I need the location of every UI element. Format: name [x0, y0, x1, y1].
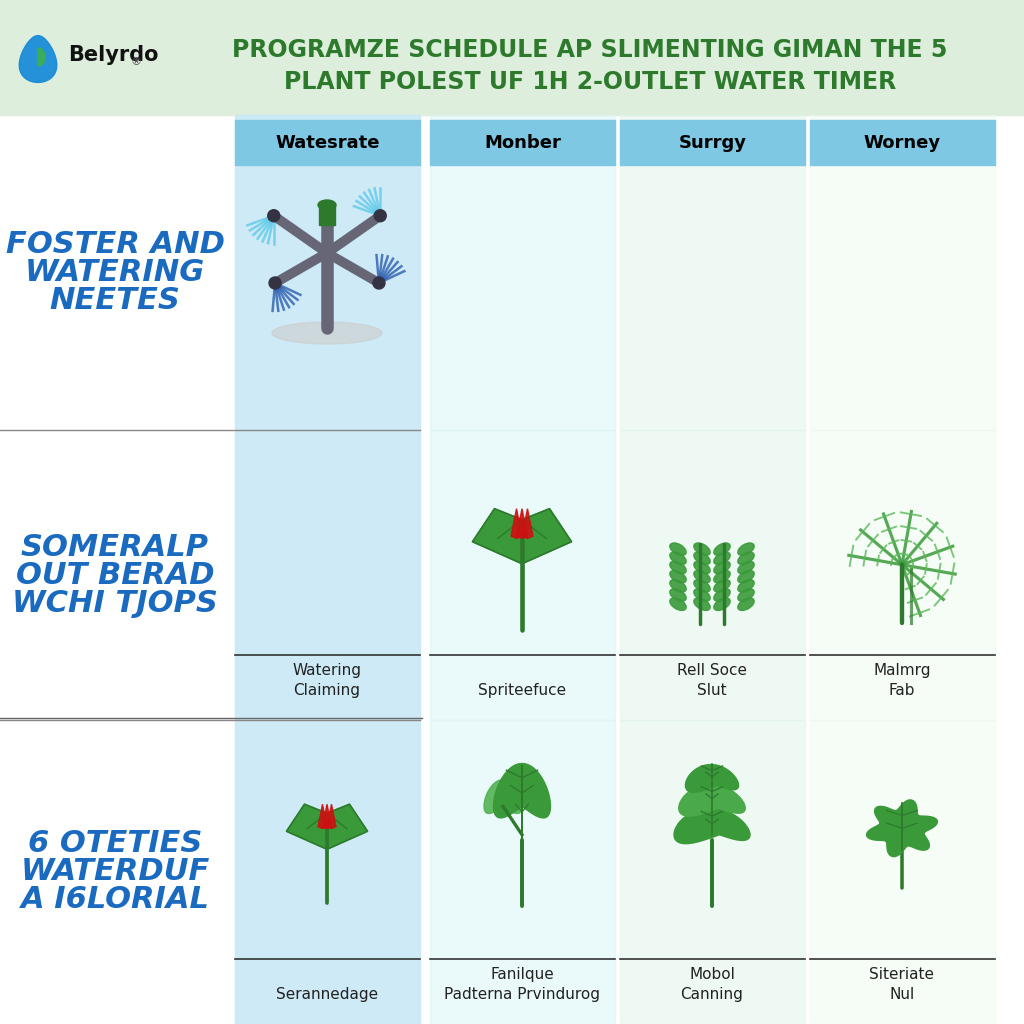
Ellipse shape — [714, 543, 730, 555]
Bar — [620, 720, 805, 1024]
Text: ®: ® — [130, 57, 141, 67]
Ellipse shape — [670, 543, 686, 555]
Ellipse shape — [694, 589, 711, 601]
Bar — [810, 115, 995, 430]
Ellipse shape — [714, 552, 730, 564]
Bar — [234, 115, 420, 430]
Text: OUT BERAD: OUT BERAD — [15, 560, 214, 590]
Polygon shape — [19, 36, 56, 82]
Text: WATERDUF: WATERDUF — [20, 857, 210, 887]
Bar — [319, 205, 335, 225]
Ellipse shape — [738, 570, 755, 583]
Bar — [234, 720, 420, 1024]
Ellipse shape — [738, 589, 755, 601]
Ellipse shape — [738, 543, 755, 555]
Text: FOSTER AND: FOSTER AND — [5, 230, 224, 259]
Polygon shape — [494, 764, 551, 818]
Ellipse shape — [738, 552, 755, 564]
Ellipse shape — [670, 598, 686, 610]
Text: PROGRAMZE SCHEDULE AP SLIMENTING GIMAN THE 5: PROGRAMZE SCHEDULE AP SLIMENTING GIMAN T… — [232, 38, 947, 62]
Ellipse shape — [694, 570, 711, 583]
Polygon shape — [327, 804, 368, 849]
Ellipse shape — [694, 543, 711, 555]
Bar — [430, 120, 615, 165]
Polygon shape — [511, 509, 522, 539]
Ellipse shape — [670, 589, 686, 601]
Ellipse shape — [738, 561, 755, 573]
Text: Worney: Worney — [864, 133, 941, 152]
Text: NEETES: NEETES — [49, 286, 180, 315]
Polygon shape — [866, 800, 937, 857]
Bar — [810, 720, 995, 1024]
Ellipse shape — [374, 210, 386, 222]
Text: PLANT POLEST UF 1H 2-OUTLET WATER TIMER: PLANT POLEST UF 1H 2-OUTLET WATER TIMER — [284, 70, 896, 94]
Polygon shape — [522, 509, 534, 539]
Bar — [620, 430, 805, 720]
Text: Fanilque
Padterna Prvindurog: Fanilque Padterna Prvindurog — [444, 968, 600, 1002]
Ellipse shape — [670, 580, 686, 592]
Polygon shape — [472, 509, 522, 563]
Ellipse shape — [738, 580, 755, 592]
Bar — [0, 0, 1024, 115]
Ellipse shape — [670, 570, 686, 583]
Ellipse shape — [373, 278, 385, 289]
Polygon shape — [327, 804, 336, 828]
Polygon shape — [38, 48, 45, 66]
Text: Mobol
Canning: Mobol Canning — [681, 968, 743, 1002]
Text: Watering
Claiming: Watering Claiming — [293, 664, 361, 698]
Bar — [620, 115, 805, 430]
Polygon shape — [287, 804, 327, 849]
Text: Spriteefuce: Spriteefuce — [478, 683, 566, 698]
Ellipse shape — [714, 570, 730, 583]
Ellipse shape — [267, 210, 280, 222]
Ellipse shape — [694, 598, 711, 610]
Text: A I6LORIAL: A I6LORIAL — [20, 886, 210, 914]
Ellipse shape — [694, 552, 711, 564]
Bar — [0, 115, 1024, 1024]
Text: Watesrate: Watesrate — [275, 133, 380, 152]
Bar — [430, 115, 615, 430]
Ellipse shape — [269, 278, 281, 289]
Ellipse shape — [714, 598, 730, 610]
Polygon shape — [685, 765, 738, 793]
Bar — [430, 720, 615, 1024]
Ellipse shape — [714, 561, 730, 573]
Polygon shape — [679, 784, 745, 816]
Ellipse shape — [318, 200, 336, 210]
Text: Belyrdo: Belyrdo — [68, 45, 159, 65]
Polygon shape — [484, 779, 522, 813]
Polygon shape — [522, 509, 571, 563]
Bar — [234, 120, 420, 165]
Ellipse shape — [714, 580, 730, 592]
Text: Siteriate
Nul: Siteriate Nul — [869, 968, 935, 1002]
Polygon shape — [323, 804, 332, 828]
Text: 6 OTETIES: 6 OTETIES — [28, 829, 202, 858]
Ellipse shape — [670, 552, 686, 564]
Bar — [810, 120, 995, 165]
Text: SOMERALP: SOMERALP — [22, 532, 209, 561]
Polygon shape — [318, 804, 327, 828]
Text: WATERING: WATERING — [25, 258, 205, 287]
Bar — [620, 120, 805, 165]
Text: Monber: Monber — [484, 133, 561, 152]
Ellipse shape — [272, 322, 382, 344]
Ellipse shape — [670, 561, 686, 573]
Text: Serannedage: Serannedage — [275, 987, 378, 1002]
Ellipse shape — [694, 561, 711, 573]
Text: Surrgy: Surrgy — [679, 133, 746, 152]
Ellipse shape — [714, 589, 730, 601]
Text: WCHI TJOPS: WCHI TJOPS — [12, 589, 218, 617]
Polygon shape — [674, 808, 750, 844]
Ellipse shape — [694, 580, 711, 592]
Text: Malmrg
Fab: Malmrg Fab — [873, 664, 931, 698]
Ellipse shape — [738, 598, 755, 610]
Bar — [234, 430, 420, 720]
Text: Rell Soce
Slut: Rell Soce Slut — [677, 664, 746, 698]
Bar — [810, 430, 995, 720]
Bar — [430, 430, 615, 720]
Polygon shape — [516, 509, 527, 539]
